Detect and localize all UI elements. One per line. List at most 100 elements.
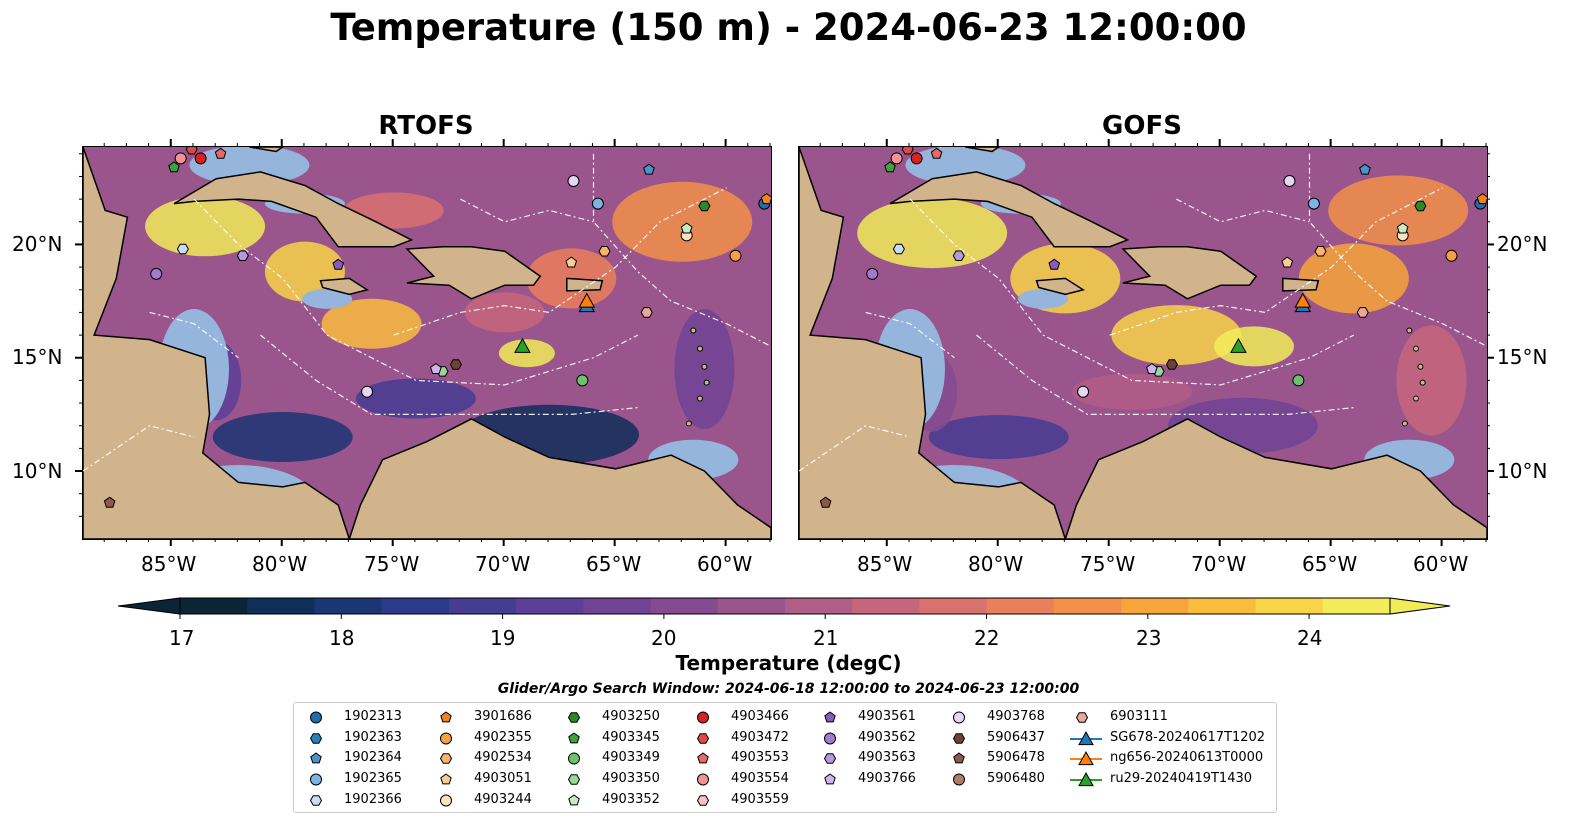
argo-float-marker <box>1077 385 1090 398</box>
legend-item-label: 4903554 <box>731 771 789 787</box>
argo-float-marker <box>1307 197 1320 210</box>
argo-float-marker <box>361 385 374 398</box>
circle-marker-icon <box>824 732 836 745</box>
argo-float-marker <box>1281 256 1294 268</box>
triangle-line-marker-icon <box>1070 772 1102 787</box>
boundary-line <box>799 425 911 472</box>
land-polygon <box>1121 245 1258 300</box>
colorbar-tick-label: 21 <box>813 626 839 650</box>
colorbar-frame <box>179 597 1391 615</box>
y-tick-label: 20°N <box>1497 232 1548 256</box>
island <box>685 420 692 427</box>
circle-marker-icon <box>310 773 322 786</box>
argo-float-marker <box>565 256 578 268</box>
legend-item-label: 4903768 <box>987 709 1045 724</box>
colorbar-segment <box>717 598 786 614</box>
argo-float-marker <box>1396 222 1409 234</box>
argo-float-marker <box>901 147 914 155</box>
pentagon-marker-icon <box>310 752 322 764</box>
circle-marker-icon <box>697 711 709 724</box>
land-polygon <box>799 147 1067 539</box>
temperature-field <box>464 292 545 333</box>
boundary-line <box>83 425 195 472</box>
boundary-line <box>909 198 1355 386</box>
legend-item-label: 4903466 <box>731 709 789 724</box>
y-tick-label: 10°N <box>1497 459 1548 483</box>
gofs-map <box>798 146 1488 540</box>
x-tick-label: 60°W <box>1413 552 1469 576</box>
x-tick-label: 85°W <box>857 552 913 576</box>
argo-float-marker <box>598 246 611 257</box>
map-canvas <box>83 147 771 539</box>
hexagon-marker-icon <box>696 794 710 806</box>
island <box>1419 379 1426 386</box>
argo-float-marker <box>819 496 832 508</box>
argo-float-marker <box>910 152 923 165</box>
hexagon-marker-icon <box>309 732 323 744</box>
temperature-field <box>1071 373 1192 410</box>
shallow-shelf <box>1018 288 1069 309</box>
colorbar-tick-label: 23 <box>1136 626 1162 650</box>
boundary-line <box>865 311 955 359</box>
legend-item-label: 4903472 <box>731 729 789 745</box>
glider-marker <box>514 337 531 353</box>
colorbar-segment <box>1255 598 1324 614</box>
boundary-line <box>193 198 639 386</box>
argo-float-marker <box>591 197 604 210</box>
colorbar-segment <box>180 598 248 614</box>
boundary-line <box>1176 198 1310 223</box>
land-polygon <box>249 147 285 153</box>
legend-item-label: 4903345 <box>602 729 660 745</box>
circle-marker-icon <box>440 732 452 745</box>
argo-float-marker <box>1414 200 1427 212</box>
colorbar-segment <box>785 598 853 614</box>
legend-item-label: 1902363 <box>344 729 402 745</box>
boundary-line <box>592 153 771 347</box>
legend-title: Glider/Argo Search Window: 2024-06-18 12… <box>497 681 1080 697</box>
colorbar-title: Temperature (degC) <box>675 651 902 675</box>
legend-item-label: 6903111 <box>1110 709 1168 724</box>
circle-marker-icon <box>568 752 580 765</box>
temperature-field <box>612 181 753 262</box>
argo-float-marker <box>236 250 249 261</box>
argo-float-marker <box>150 267 163 280</box>
argo-float-marker <box>176 243 189 255</box>
temperature-field <box>1396 325 1467 436</box>
colorbar <box>117 597 1451 619</box>
colorbar-segment <box>516 598 584 614</box>
argo-float-marker <box>1356 307 1369 318</box>
shallow-shelf <box>302 288 353 309</box>
land-polygon <box>83 147 351 539</box>
legend-item-label: 4903350 <box>602 771 660 787</box>
land-polygon <box>1035 277 1085 296</box>
argo-float-marker <box>449 359 462 370</box>
boundary-line <box>1308 153 1487 347</box>
colorbar-tick-label: 24 <box>1297 626 1323 650</box>
triangle-line-marker-icon <box>1070 730 1102 745</box>
land-polygon <box>405 245 542 300</box>
temperature-field <box>1111 305 1242 366</box>
x-tick-label: 80°W <box>252 552 308 576</box>
argo-float-marker <box>168 161 180 173</box>
colorbar-tick-label: 17 <box>169 626 195 650</box>
pentagon-marker-icon <box>697 752 709 764</box>
argo-float-marker <box>1283 174 1296 187</box>
colorbar-segment <box>650 598 719 614</box>
land-polygon <box>566 277 604 292</box>
argo-float-marker <box>643 163 655 175</box>
boundary-line <box>393 187 727 336</box>
temperature-field <box>355 378 476 419</box>
pentagon-marker-icon <box>953 752 965 764</box>
argo-float-marker <box>1359 163 1371 175</box>
temperature-field <box>145 196 266 257</box>
legend-item-label: 4903553 <box>731 750 789 766</box>
argo-float-marker <box>930 147 943 159</box>
argo-float-marker <box>892 243 905 255</box>
colorbar-segment <box>852 598 920 614</box>
argo-float-marker <box>760 192 771 205</box>
argo-float-marker <box>430 362 442 374</box>
circle-marker-icon <box>953 711 965 724</box>
hexagon-marker-icon <box>439 753 453 765</box>
hexagon-marker-icon <box>309 794 323 806</box>
glider-marker <box>1294 292 1312 308</box>
